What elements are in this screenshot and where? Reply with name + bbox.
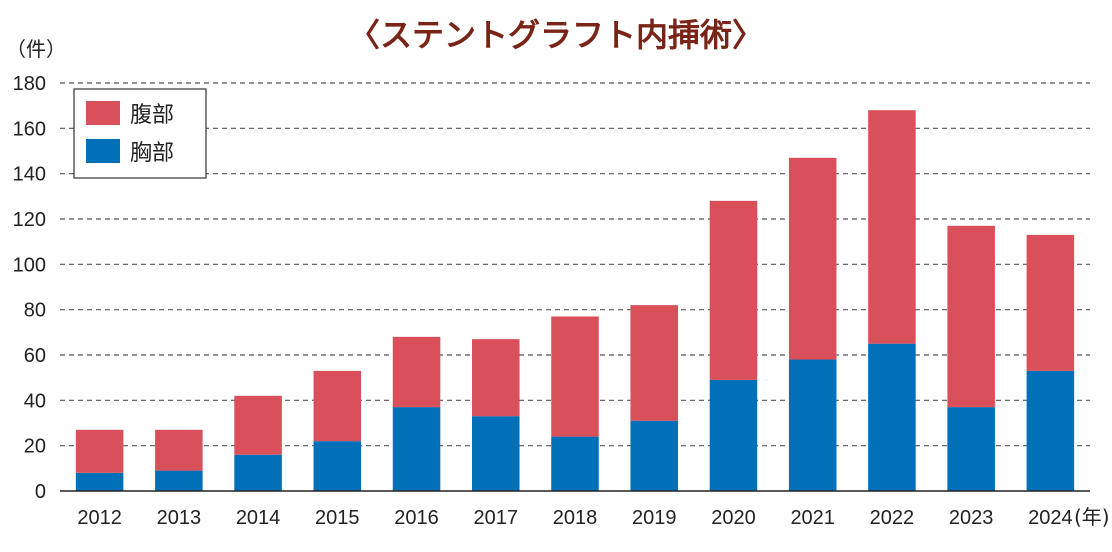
x-tick-label: 2018: [553, 507, 598, 529]
legend-label-thoracic: 胸部: [130, 141, 174, 166]
y-tick-label: 20: [24, 436, 46, 458]
y-tick-label: 120: [13, 209, 46, 231]
bar-abdominal-2022: [868, 110, 916, 344]
bar-thoracic-2017: [472, 416, 520, 491]
bar-abdominal-2020: [709, 200, 758, 380]
bar-abdominal-2021: [788, 157, 837, 360]
bar-abdominal-2019: [630, 305, 678, 421]
legend-swatch-thoracic: [86, 139, 120, 163]
bar-thoracic-2020: [709, 379, 758, 491]
bar-abdominal-2016: [392, 336, 441, 408]
bar-thoracic-2018: [551, 436, 599, 491]
bar-thoracic-2019: [630, 420, 678, 491]
bar-abdominal-2023: [947, 225, 995, 408]
bar-thoracic-2022: [868, 343, 916, 491]
y-axis-unit: （件）: [6, 37, 66, 61]
y-tick-label: 160: [13, 118, 46, 140]
x-tick-label: 2013: [157, 507, 202, 529]
y-tick-label: 40: [24, 390, 46, 412]
bar-thoracic-2015: [313, 441, 362, 491]
x-tick-label: 2022: [870, 507, 915, 529]
bar-thoracic-2023: [947, 407, 995, 491]
bar-abdominal-2014: [234, 395, 282, 455]
y-tick-label: 140: [13, 164, 46, 186]
y-tick-label: 180: [13, 73, 46, 95]
bar-abdominal-2015: [313, 370, 362, 442]
bar-abdominal-2024: [1026, 234, 1075, 371]
x-tick-label: 2021: [790, 507, 835, 529]
x-tick-label: 2019: [632, 507, 677, 529]
y-tick-label: 80: [24, 300, 46, 322]
legend-label-abdominal: 腹部: [130, 103, 174, 128]
bar-thoracic-2016: [392, 407, 441, 491]
x-tick-label: 2024: [1028, 507, 1073, 529]
y-tick-label: 100: [13, 254, 46, 276]
x-tick-label: 2023: [949, 507, 994, 529]
x-tick-label: 2012: [77, 507, 122, 529]
y-axis-ticks: 0 20 40 60 80 100 120 140 160 180: [13, 73, 46, 503]
bar-thoracic-2014: [234, 454, 282, 491]
x-tick-label: 2014: [236, 507, 281, 529]
x-tick-label: 2020: [711, 507, 756, 529]
bars: [75, 110, 1075, 491]
y-tick-label: 0: [35, 481, 46, 503]
x-axis-ticks: 2012 2013 2014 2015 2016 2017 2018 2019 2020 2021…: [77, 507, 1072, 529]
x-tick-label: 2017: [474, 507, 519, 529]
bar-thoracic-2013: [155, 470, 203, 491]
bar-abdominal-2017: [472, 339, 520, 417]
bar-thoracic-2012: [75, 472, 124, 491]
bar-abdominal-2018: [551, 316, 599, 437]
x-axis-unit: (年): [1074, 505, 1110, 529]
bar-thoracic-2021: [788, 359, 837, 491]
bar-abdominal-2013: [155, 429, 203, 471]
gridlines: [60, 82, 1090, 447]
y-tick-label: 60: [24, 345, 46, 367]
bar-abdominal-2012: [75, 429, 124, 473]
x-tick-label: 2015: [315, 507, 360, 529]
x-tick-label: 2016: [394, 507, 439, 529]
legend-swatch-abdominal: [86, 101, 120, 125]
chart-title: 〈ステントグラフト内挿術〉: [348, 16, 764, 54]
bar-thoracic-2024: [1026, 370, 1075, 491]
